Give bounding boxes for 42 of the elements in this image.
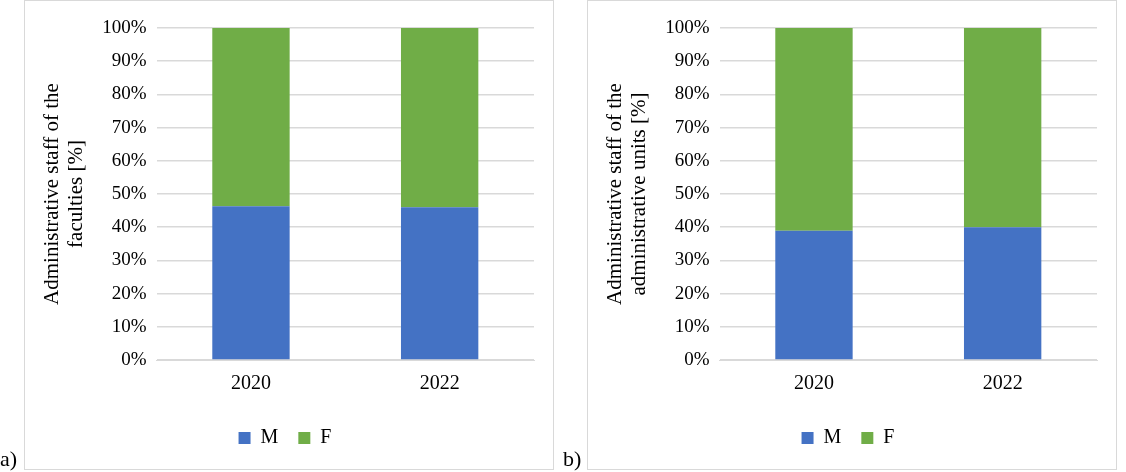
y-tick-label: 30% [674, 248, 710, 270]
text: b) [563, 446, 582, 472]
bar [775, 28, 853, 231]
y-tick-label: 0% [684, 347, 710, 369]
y-tick-label: 60% [674, 148, 710, 170]
bar [212, 206, 290, 360]
bar [400, 28, 479, 208]
y-tick-label: 60% [111, 148, 147, 170]
y-tick-label: 30% [111, 248, 147, 270]
y-tick-label: 50% [111, 181, 147, 203]
y-tick-label: 40% [674, 215, 710, 237]
text: a) [0, 446, 18, 472]
y-tick-label: 90% [674, 49, 710, 71]
y-tick-label: 80% [111, 82, 147, 104]
bar [400, 207, 479, 360]
y-tick-label: 40% [111, 215, 147, 237]
y-axis-title: Administrative staff of the faculties [%] [38, 83, 87, 305]
bar [775, 230, 853, 360]
y-tick-label: 70% [111, 115, 147, 137]
y-tick-label: 100% [665, 15, 710, 37]
bar [963, 227, 1042, 360]
bar [963, 28, 1042, 228]
y-tick-label: 20% [674, 281, 710, 303]
legend-label: F [883, 425, 895, 448]
legend-label: M [260, 425, 279, 448]
y-tick-label: 20% [111, 281, 147, 303]
y-tick-label: 90% [111, 49, 147, 71]
x-tick-label: 2020 [230, 371, 271, 394]
y-tick-label: 10% [111, 314, 147, 336]
y-tick-label: 50% [674, 181, 710, 203]
y-tick-label: 70% [674, 115, 710, 137]
x-tick-label: 2020 [793, 371, 834, 394]
x-tick-label: 2022 [982, 371, 1023, 394]
y-tick-label: 0% [121, 347, 147, 369]
y-tick-label: 100% [102, 15, 147, 37]
y-axis-title: Administrative staff of the administrative units [%] [601, 83, 650, 305]
legend-label: M [823, 425, 842, 448]
y-tick-label: 10% [674, 314, 710, 336]
x-tick-label: 2022 [419, 371, 460, 394]
y-tick-label: 80% [674, 82, 710, 104]
bar [212, 28, 290, 207]
legend-label: F [320, 425, 332, 448]
